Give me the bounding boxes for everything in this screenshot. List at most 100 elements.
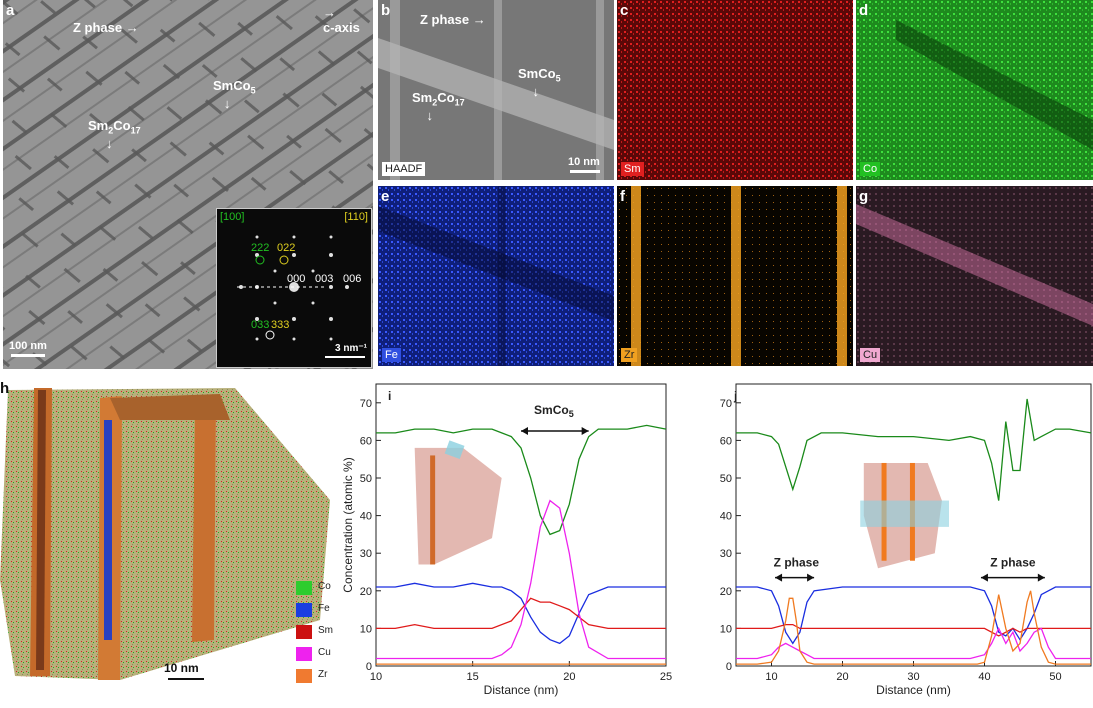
sm2co17-label-b: Sm2Co17 ↓ <box>412 90 465 123</box>
scale-bar-h <box>168 678 204 680</box>
series-line-sm <box>376 597 666 630</box>
z-phase-label: Z phase → <box>73 20 139 35</box>
spot-003: 003 <box>315 273 334 285</box>
haadf-tag: HAADF <box>382 162 426 176</box>
zone-axis-100: [100] <box>220 211 245 223</box>
panel-h-apt-reconstruction: h 10 nm <box>0 380 340 708</box>
series-line-cu <box>736 626 1091 660</box>
y-tick-label: 20 <box>720 586 732 598</box>
panel-label-h: h <box>0 380 10 397</box>
smco5-arrow-head-right <box>581 427 589 435</box>
panel-label-e: e <box>381 188 390 205</box>
fe-map-texture <box>378 186 614 366</box>
series-line-fe <box>376 582 666 645</box>
y-tick-label: 10 <box>360 623 372 635</box>
z-phase-label-b: Z phase → <box>420 12 486 27</box>
inset-phase-band <box>430 455 436 565</box>
y-tick-label: 10 <box>720 623 732 635</box>
panel-label-a: a <box>6 2 15 19</box>
spot-333: 333 <box>271 319 290 331</box>
inset-roi-box <box>860 500 949 527</box>
apt-volume <box>0 388 330 680</box>
cu-map-texture <box>856 186 1093 366</box>
x-tick-label: 15 <box>467 671 479 683</box>
series-line-sm <box>736 623 1091 637</box>
panel-label-g: g <box>859 188 869 205</box>
scale-bar-b-text: 10 nm <box>568 156 600 168</box>
panel-c-sm-map: c Sm <box>617 0 853 180</box>
panel-label-f: f <box>620 188 625 205</box>
y-tick-label: 0 <box>366 661 372 673</box>
panel-label-d: d <box>859 2 869 19</box>
sm-map-tag: Sm <box>621 162 644 176</box>
panel-label-c: c <box>620 2 629 19</box>
series-line-co <box>376 424 667 536</box>
y-tick-label: 70 <box>360 398 372 410</box>
y-tick-label: 60 <box>720 435 732 447</box>
fe-map-tag: Fe <box>382 348 401 362</box>
co-map-texture <box>856 0 1093 180</box>
y-tick-label: 70 <box>720 398 732 410</box>
zone-axis-110: [110] <box>344 211 368 223</box>
smco5-arrow-head-left <box>521 427 528 435</box>
y-axis-title: Concentration (atomic %) <box>341 457 355 592</box>
zr-map-texture <box>617 186 853 366</box>
y-tick-label: 50 <box>720 473 732 485</box>
panel-label-j: j <box>733 389 737 403</box>
series-line-co <box>736 398 1092 501</box>
series-line-cu <box>376 499 666 660</box>
spot-000: 000 <box>287 273 306 285</box>
panel-b-haadf: b Z phase → SmCo5 ↓ Sm2Co17 ↓ 10 nm HAAD… <box>378 0 614 180</box>
smco5-label-b: SmCo5 ↓ <box>518 66 561 99</box>
panel-e-fe-map: e Fe <box>378 186 614 366</box>
scale-bar-h-text: 10 nm <box>164 661 199 675</box>
sm2co17-label: Sm2Co17 ↓ <box>88 118 141 151</box>
x-tick-label: 30 <box>907 671 919 683</box>
z-phase-arrow-left-head-right <box>807 573 815 582</box>
y-tick-label: 30 <box>720 548 732 560</box>
y-tick-label: 40 <box>360 511 372 523</box>
panel-f-zr-map: f Zr <box>617 186 853 366</box>
diffraction-spots <box>237 235 365 358</box>
spot-022: 022 <box>277 242 296 254</box>
panel-label-i: i <box>388 389 391 403</box>
inset-apt-thumbnail <box>414 447 502 565</box>
z-phase-arrow-right-head-left <box>980 573 988 582</box>
spot-222: 222 <box>251 242 270 254</box>
panel-g-cu-map: g Cu <box>856 186 1093 366</box>
x-axis-title: Distance (nm) <box>484 683 559 697</box>
y-tick-label: 0 <box>726 661 732 673</box>
z-phase-arrow-right-head-right <box>1037 573 1045 582</box>
x-tick-label: 25 <box>660 671 672 683</box>
spot-006: 006 <box>343 273 362 285</box>
x-tick-label: 10 <box>370 671 382 683</box>
y-tick-label: 30 <box>360 548 372 560</box>
tem-texture <box>3 0 373 369</box>
x-tick-label: 20 <box>836 671 848 683</box>
y-tick-label: 50 <box>360 473 372 485</box>
z-phase-annotation-right: Z phase <box>990 555 1036 569</box>
series-line-fe <box>736 586 1091 645</box>
zr-map-tag: Zr <box>621 348 638 362</box>
z-phase-annotation-left: Z phase <box>774 555 820 569</box>
scale-bar-b <box>570 170 600 173</box>
scale-bar <box>11 354 45 357</box>
smco5-label: SmCo5 ↓ <box>213 78 256 111</box>
panel-d-co-map: d Co <box>856 0 1093 180</box>
scale-bar-text: 100 nm <box>9 340 47 352</box>
chart-j: 0 10 20 30 40 50 60 70 10 20 30 40 50 Distance (nm) j Z… <box>720 383 1092 697</box>
haadf-texture <box>378 0 614 180</box>
smco5-annotation: SmCo5 <box>534 403 574 419</box>
cu-map-tag: Cu <box>860 348 881 362</box>
series-line-zr <box>736 590 1091 665</box>
sm-map-texture <box>617 0 853 180</box>
x-tick-label: 20 <box>563 671 575 683</box>
diffraction-inset: [100] [110] 222 022 000 003 006 033 333 … <box>216 208 372 368</box>
panel-a-tem-image: a Z phase → → c-axis SmCo5 ↓ Sm2Co17 ↓ 10… <box>3 0 373 369</box>
x-tick-label: 40 <box>978 671 990 683</box>
c-axis-label: → c-axis <box>323 5 360 35</box>
y-tick-label: 40 <box>720 511 732 523</box>
y-tick-label: 20 <box>360 586 372 598</box>
inset-roi-box <box>444 440 465 460</box>
